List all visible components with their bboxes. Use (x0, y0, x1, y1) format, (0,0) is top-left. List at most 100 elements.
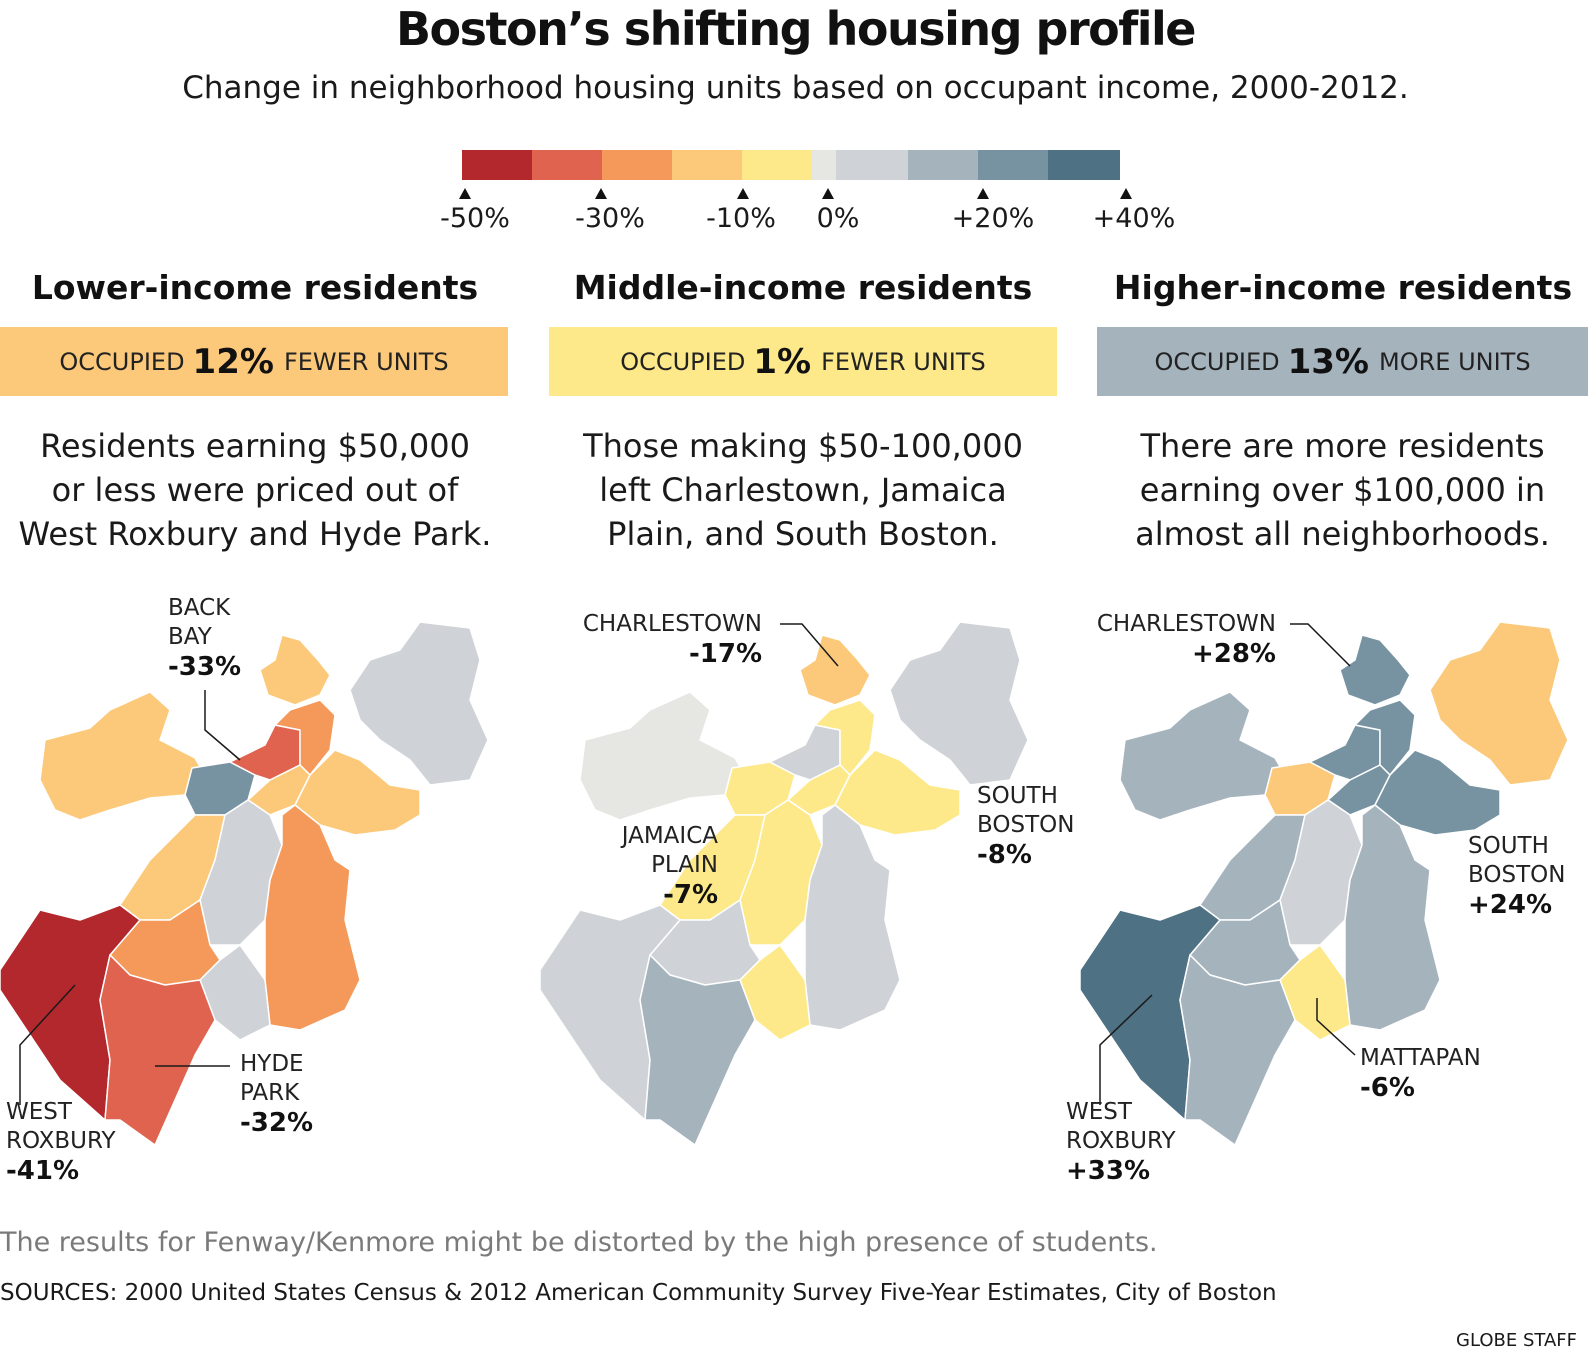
color-scale-segment (836, 150, 908, 180)
color-scale-segment (462, 150, 532, 180)
blurb-line: left Charlestown, Jamaica (599, 471, 1007, 509)
color-scale-segment (812, 150, 836, 180)
mattapan-callout: MATTAPAN -6% (1360, 1044, 1481, 1103)
higher-income-blurb: There are more residents earning over $1… (1097, 424, 1588, 556)
charlestown-callout: CHARLESTOWN +28% (1090, 610, 1276, 669)
band-value: 1% (753, 341, 812, 382)
callout-value: -7% (663, 880, 718, 910)
band-suffix: MORE UNITS (1379, 347, 1531, 376)
west-roxbury-callout: WEST ROXBURY +33% (1066, 1098, 1176, 1186)
footnote: The results for Fenway/Kenmore might be … (0, 1227, 1158, 1258)
callout-value: -41% (6, 1156, 80, 1186)
band-prefix: OCCUPIED (59, 347, 185, 376)
mattapan-region (199, 944, 271, 1041)
charlestown-region (259, 634, 331, 706)
callout-label: SOUTH (977, 783, 1058, 809)
scale-tick-marker (822, 188, 834, 199)
downtown-region (1354, 699, 1416, 776)
middle-income-blurb: Those making $50-100,000 left Charlestow… (548, 424, 1058, 556)
scale-tick-label: -30% (575, 203, 645, 234)
leader-back-bay (204, 690, 241, 761)
charlestown-callout: CHARLESTOWN -17% (576, 610, 762, 669)
chart-title: Boston’s shifting housing profile (395, 2, 1197, 56)
callout-label: JAMAICA (621, 823, 718, 849)
blurb-line: almost all neighborhoods. (1135, 515, 1550, 553)
blurb-line: Those making $50-100,000 (583, 427, 1023, 465)
higher-income-map (1080, 621, 1569, 1146)
blurb-line: West Roxbury and Hyde Park. (18, 515, 492, 553)
hyde-park-callout: HYDE PARK -32% (240, 1050, 313, 1138)
blurb-line: or less were priced out of (51, 471, 459, 509)
callout-label: WEST (6, 1099, 72, 1125)
dorchester-region (1344, 804, 1441, 1031)
callout-value: -8% (977, 840, 1032, 870)
dorchester-region (264, 804, 361, 1031)
band-value: 13% (1287, 341, 1369, 382)
mattapan-region (1279, 944, 1351, 1041)
callout-value: -17% (688, 639, 762, 669)
dorchester-region (804, 804, 901, 1031)
leader-west-roxbury (1099, 994, 1153, 1105)
color-scale-segment (602, 150, 672, 180)
callout-value: +33% (1066, 1156, 1151, 1186)
charlestown-region (1339, 634, 1411, 706)
scale-tick-marker (459, 188, 471, 199)
color-scale-segment (978, 150, 1048, 180)
callout-value: -33% (168, 652, 242, 682)
lower-income-map (0, 621, 489, 1146)
scale-tick-marker (977, 188, 989, 199)
color-scale-segment (672, 150, 742, 180)
allston-brighton-region (579, 691, 746, 821)
leader-mattapan (1316, 998, 1356, 1056)
callout-label: PARK (240, 1080, 300, 1106)
callout-label: BACK (168, 595, 231, 621)
color-scale-segment (1048, 150, 1120, 180)
scale-tick-marker (737, 188, 749, 199)
middle-income-band: OCCUPIED 1% FEWER UNITS (549, 327, 1057, 396)
callout-label: ROXBURY (1066, 1128, 1176, 1154)
downtown-region (814, 699, 876, 776)
back-bay-callout: BACK BAY -33% (168, 594, 241, 682)
scale-tick-label: 0% (816, 203, 860, 234)
middle-income-map (540, 621, 1029, 1146)
hyde-park-region (639, 954, 756, 1146)
charlestown-region (799, 634, 871, 706)
color-scale-bar (462, 150, 1126, 180)
higher-income-heading: Higher-income residents (1113, 268, 1573, 307)
chart-subtitle: Change in neighborhood housing units bas… (182, 70, 1409, 106)
higher-income-band: OCCUPIED 13% MORE UNITS (1097, 327, 1588, 396)
sources-line: SOURCES: 2000 United States Census & 201… (0, 1280, 1277, 1306)
band-prefix: OCCUPIED (620, 347, 746, 376)
scale-tick-label: +40% (1092, 203, 1176, 234)
color-scale-segment (908, 150, 978, 180)
callout-value: +24% (1468, 890, 1553, 920)
downtown-region (274, 699, 336, 776)
lower-income-band: OCCUPIED 12% FEWER UNITS (0, 327, 508, 396)
leader-charlestown (1290, 623, 1351, 667)
scale-tick-label: -50% (440, 203, 510, 234)
blurb-line: There are more residents (1140, 427, 1545, 465)
band-prefix: OCCUPIED (1154, 347, 1280, 376)
scale-tick-marker (1120, 188, 1132, 199)
blurb-line: Residents earning $50,000 (40, 427, 470, 465)
leader-charlestown (780, 623, 839, 667)
allston-brighton-region (39, 691, 206, 821)
east-boston-region (1429, 621, 1569, 786)
mattapan-region (739, 944, 811, 1041)
color-scale-segment (742, 150, 812, 180)
scale-tick-label: -10% (706, 203, 776, 234)
callout-label: CHARLESTOWN (1096, 611, 1276, 637)
leader-west-roxbury (19, 984, 76, 1105)
color-scale-segment (532, 150, 602, 180)
callout-label: ROXBURY (6, 1128, 116, 1154)
east-boston-region (889, 621, 1029, 786)
lower-income-blurb: Residents earning $50,000 or less were p… (0, 424, 510, 556)
south-boston-callout: SOUTH BOSTON +24% (1468, 832, 1565, 920)
allston-brighton-region (1119, 691, 1286, 821)
jamaica-plain-callout: JAMAICA PLAIN -7% (606, 822, 718, 910)
callout-label: WEST (1066, 1099, 1132, 1125)
callout-value: -6% (1360, 1073, 1415, 1103)
band-suffix: FEWER UNITS (283, 347, 449, 376)
callout-label: BOSTON (977, 812, 1075, 838)
scale-tick-marker (595, 188, 607, 199)
